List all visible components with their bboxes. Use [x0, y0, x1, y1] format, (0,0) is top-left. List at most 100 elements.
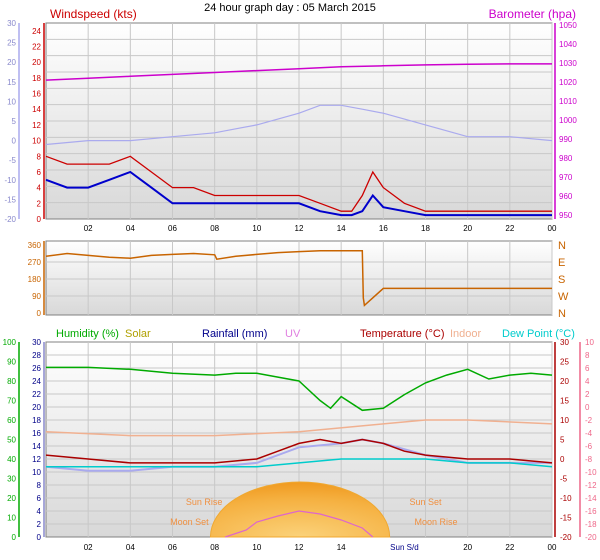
rain-right-tick-label: 6 — [585, 364, 590, 373]
wind-tick-label: 8 — [37, 152, 42, 161]
wind-tick-label: 2 — [37, 199, 42, 208]
rain-right-tick-label: -10 — [585, 468, 597, 477]
rain-right-tick-label: -6 — [585, 442, 593, 451]
rain-tick-label: 20 — [32, 403, 41, 412]
rain-tick-label: 12 — [32, 455, 41, 464]
temp-tick-label: 25 — [7, 39, 16, 48]
temp-tick-label: 0 — [12, 137, 17, 146]
rain-right-tick-label: -20 — [585, 533, 597, 542]
moon-arc — [225, 510, 374, 538]
x-tick-label: 20 — [463, 224, 472, 233]
x-tick-label: 04 — [126, 543, 135, 552]
wind-tick-label: 16 — [32, 90, 41, 99]
baro-tick-label: 1030 — [559, 59, 577, 68]
rain-right-tick-label: 4 — [585, 377, 590, 386]
humidity-tick-label: 70 — [7, 397, 16, 406]
rain-tick-label: 24 — [32, 377, 41, 386]
direction-tick-label: 360 — [28, 241, 42, 250]
humidity-tick-label: 50 — [7, 436, 16, 445]
baro-tick-label: 1020 — [559, 78, 577, 87]
temp-right-tick-label: 15 — [560, 397, 569, 406]
rain-tick-label: 30 — [32, 338, 41, 347]
wind-tick-label: 22 — [32, 43, 41, 52]
x-tick-label: 00 — [548, 543, 557, 552]
humidity-tick-label: 80 — [7, 377, 16, 386]
temp-tick-label: 20 — [7, 58, 16, 67]
baro-tick-label: 1050 — [559, 21, 577, 30]
temp-right-tick-label: -5 — [560, 475, 568, 484]
x-tick-label: 18 — [421, 224, 430, 233]
rain-tick-label: 4 — [37, 507, 42, 516]
legend-entry: UV — [285, 328, 301, 340]
temp-right-tick-label: -15 — [560, 514, 572, 523]
rain-tick-label: 28 — [32, 351, 41, 360]
temp-right-tick-label: 5 — [560, 436, 565, 445]
compass-label: E — [558, 257, 565, 269]
humidity-tick-label: 40 — [7, 455, 16, 464]
x-tick-label: 08 — [210, 543, 219, 552]
legend-entry: Solar — [125, 328, 151, 340]
temp-right-tick-label: 0 — [560, 455, 565, 464]
baro-legend: Barometer (hpa) — [489, 7, 576, 21]
temp-right-tick-label: 30 — [560, 338, 569, 347]
temp-right-tick-label: 10 — [560, 416, 569, 425]
rain-tick-label: 22 — [32, 390, 41, 399]
wind-tick-label: 24 — [32, 27, 41, 36]
x-tick-label: 12 — [295, 224, 304, 233]
wind-tick-label: 20 — [32, 58, 41, 67]
sun-moon-annotation: Moon Set — [170, 517, 209, 527]
direction-tick-label: 90 — [32, 292, 41, 301]
x-tick-label: Sun S/d — [390, 543, 418, 552]
indoor-line — [45, 419, 553, 437]
rain-tick-label: 8 — [37, 481, 42, 490]
wind-tick-label: 12 — [32, 121, 41, 130]
compass-label: S — [558, 274, 565, 286]
compass-label: N — [558, 308, 566, 320]
humidity-tick-label: 10 — [7, 514, 16, 523]
rain-right-tick-label: -8 — [585, 455, 593, 464]
compass-label: N — [558, 240, 566, 252]
barometer-line — [45, 63, 552, 81]
baro-tick-label: 950 — [559, 211, 573, 220]
direction-tick-label: 180 — [28, 275, 42, 284]
compass-label: W — [558, 291, 569, 303]
rain-tick-label: 18 — [32, 416, 41, 425]
rain-tick-label: 2 — [37, 520, 42, 529]
wind-tick-label: 18 — [32, 74, 41, 83]
x-tick-label: 22 — [505, 543, 514, 552]
x-tick-label: 14 — [337, 224, 346, 233]
legend-entry: Temperature (°C) — [360, 328, 444, 340]
x-tick-label: 22 — [505, 224, 514, 233]
wind-tick-label: 4 — [37, 184, 42, 193]
rain-right-tick-label: -14 — [585, 494, 597, 503]
windspeed-line — [45, 155, 552, 212]
x-tick-label: 20 — [463, 543, 472, 552]
baro-tick-label: 990 — [559, 135, 573, 144]
legend-entry: Rainfall (mm) — [202, 328, 267, 340]
rain-tick-label: 10 — [32, 468, 41, 477]
temp-tick-label: -15 — [4, 195, 16, 204]
humidity-line — [46, 366, 553, 412]
temp-tick-label: 10 — [7, 97, 16, 106]
rain-right-tick-label: 8 — [585, 351, 590, 360]
rain-right-tick-label: -16 — [585, 507, 597, 516]
x-tick-label: 12 — [295, 543, 304, 552]
x-tick-label: 06 — [168, 224, 177, 233]
humidity-tick-label: 100 — [3, 338, 17, 347]
x-tick-label: 08 — [210, 224, 219, 233]
temp-tick-label: 5 — [12, 117, 17, 126]
temp-right-tick-label: 25 — [560, 358, 569, 367]
rain-tick-label: 14 — [32, 442, 41, 451]
sun-moon-annotation: Sun Set — [409, 497, 442, 507]
wind-average-line — [45, 170, 552, 217]
baro-tick-label: 980 — [559, 154, 573, 163]
x-tick-label: 02 — [84, 224, 93, 233]
temp-tick-label: -10 — [4, 176, 16, 185]
rain-tick-label: 6 — [37, 494, 42, 503]
baro-tick-label: 960 — [559, 192, 573, 201]
temp-right-tick-label: -10 — [560, 494, 572, 503]
wind-tick-label: 10 — [32, 137, 41, 146]
temp-tick-label: 15 — [7, 78, 16, 87]
legend-entry: Indoor — [450, 328, 482, 340]
x-tick-label: 02 — [84, 543, 93, 552]
